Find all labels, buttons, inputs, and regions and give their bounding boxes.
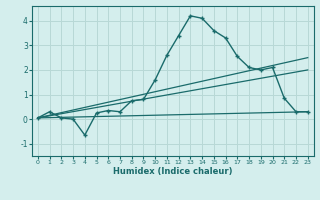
X-axis label: Humidex (Indice chaleur): Humidex (Indice chaleur) xyxy=(113,167,233,176)
